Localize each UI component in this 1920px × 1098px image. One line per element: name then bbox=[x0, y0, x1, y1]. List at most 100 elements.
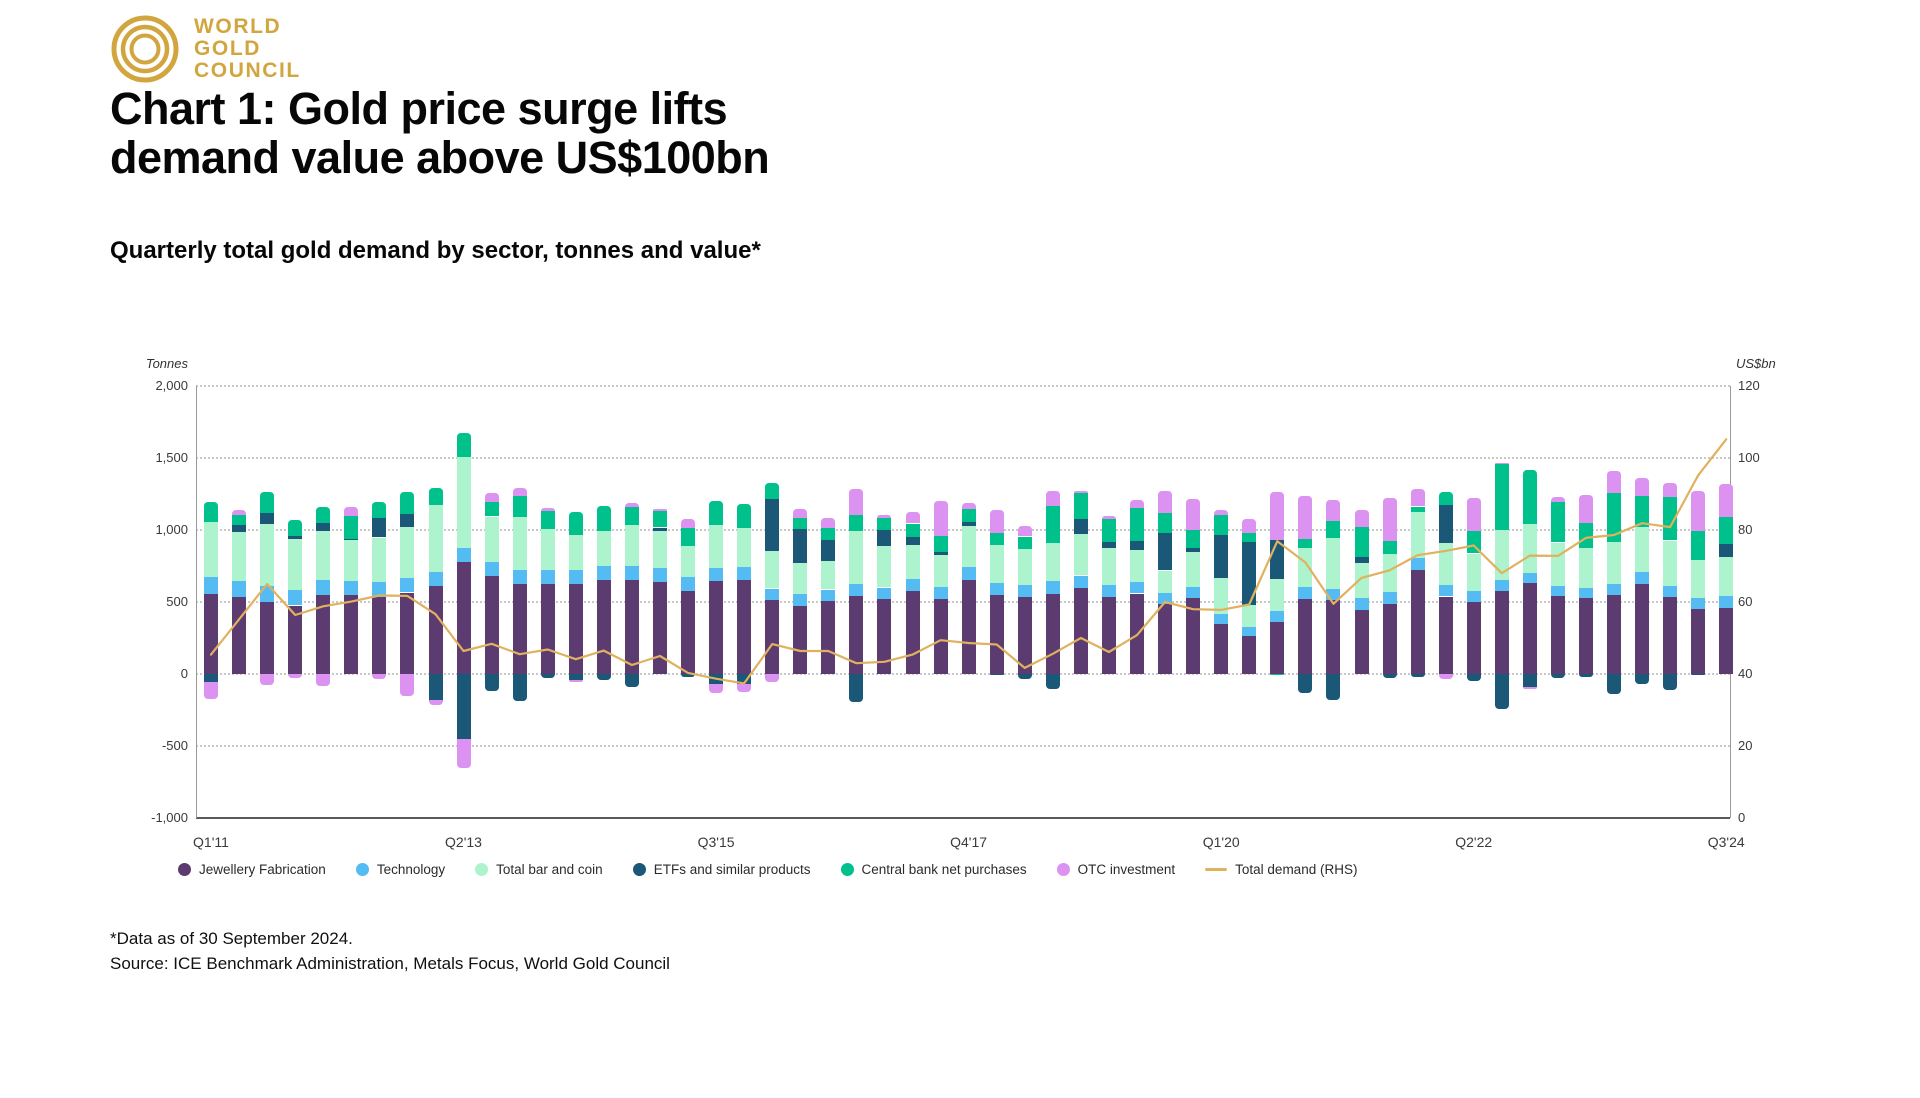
bar-segment bbox=[1101, 515, 1116, 520]
bar-segment bbox=[344, 506, 359, 517]
bar-segment bbox=[989, 594, 1004, 674]
bar-segment bbox=[484, 674, 499, 692]
bar-segment bbox=[1466, 553, 1481, 592]
legend-label: Total demand (RHS) bbox=[1235, 862, 1358, 877]
bar-segment bbox=[288, 674, 303, 679]
bar-segment bbox=[1270, 622, 1285, 674]
right-axis-tick: 20 bbox=[1738, 738, 1753, 753]
bar-segment bbox=[260, 601, 275, 674]
bar-segment bbox=[1719, 607, 1734, 674]
bar-segment bbox=[1691, 597, 1706, 610]
bar-segment bbox=[316, 674, 331, 686]
bar-segment bbox=[1494, 674, 1509, 710]
bar-segment bbox=[204, 674, 218, 683]
bar-segment bbox=[709, 567, 724, 581]
bar-segment bbox=[1130, 593, 1144, 674]
bar-segment bbox=[1550, 497, 1565, 502]
bar-segment bbox=[1607, 471, 1621, 493]
bar-segment bbox=[1017, 549, 1032, 585]
chart-title-line1: Chart 1: Gold price surge lifts bbox=[110, 83, 728, 134]
bar-segment bbox=[344, 581, 359, 596]
bar-segment bbox=[653, 581, 667, 674]
bar-segment bbox=[681, 577, 695, 591]
bar-segment bbox=[1214, 510, 1229, 515]
bar-segment bbox=[372, 674, 387, 679]
bar-segment bbox=[737, 683, 752, 693]
bar-segment bbox=[709, 525, 724, 568]
bar-segment bbox=[961, 526, 976, 568]
bar-segment bbox=[428, 674, 443, 700]
bar-segment bbox=[709, 683, 724, 694]
bar-segment bbox=[540, 583, 555, 674]
bar-segment bbox=[1438, 584, 1453, 597]
bar-segment bbox=[1017, 585, 1032, 597]
bar-segment bbox=[484, 501, 499, 517]
bar-segment bbox=[596, 580, 611, 674]
bar-segment bbox=[1466, 497, 1481, 531]
bar-segment bbox=[1382, 592, 1397, 605]
bar-segment bbox=[1017, 526, 1032, 537]
bar-segment bbox=[456, 562, 471, 674]
bar-segment bbox=[933, 554, 948, 587]
bar-segment bbox=[260, 512, 275, 524]
left-axis-tick: 500 bbox=[166, 594, 188, 609]
bar-segment bbox=[1607, 594, 1621, 674]
gridline bbox=[196, 745, 1730, 747]
bar-segment bbox=[1494, 462, 1509, 464]
bar-segment bbox=[989, 583, 1004, 595]
bar-segment bbox=[344, 539, 359, 541]
bar-segment bbox=[793, 594, 808, 606]
bar-segment bbox=[1410, 506, 1425, 512]
bar-segment bbox=[232, 597, 247, 674]
bar-segment bbox=[568, 570, 583, 584]
bar-segment bbox=[372, 517, 387, 538]
bar-segment bbox=[1578, 547, 1593, 588]
bar-segment bbox=[765, 599, 780, 674]
bar-segment bbox=[1158, 604, 1172, 674]
bar-segment bbox=[400, 491, 415, 515]
bar-segment bbox=[1186, 498, 1201, 530]
bar-segment bbox=[232, 532, 247, 581]
bar-segment bbox=[1186, 586, 1201, 599]
bar-segment bbox=[344, 595, 359, 674]
bar-segment bbox=[428, 699, 443, 706]
bar-segment bbox=[1326, 588, 1341, 601]
bar-segment bbox=[512, 495, 527, 518]
right-axis-tick: 40 bbox=[1738, 666, 1753, 681]
bar-segment bbox=[456, 547, 471, 563]
bar-segment bbox=[1550, 586, 1565, 597]
bar-segment bbox=[1382, 604, 1397, 674]
x-axis-line bbox=[196, 817, 1730, 819]
bar-segment bbox=[1101, 548, 1116, 586]
bar-segment bbox=[1073, 575, 1088, 588]
bar-segment bbox=[1045, 581, 1060, 594]
bar-segment bbox=[400, 674, 415, 696]
bar-segment bbox=[961, 579, 976, 674]
bar-segment bbox=[540, 569, 555, 584]
legend-swatch-icon bbox=[475, 863, 489, 876]
bar-segment bbox=[1410, 489, 1425, 507]
x-axis-tick: Q1'20 bbox=[1202, 834, 1240, 850]
bar-segment bbox=[316, 580, 331, 595]
bar-segment bbox=[877, 530, 892, 546]
bar-segment bbox=[821, 518, 836, 529]
bar-segment bbox=[260, 585, 275, 602]
left-axis-line bbox=[196, 386, 197, 818]
wgc-logo: WORLD GOLD COUNCIL bbox=[108, 12, 301, 86]
footnote-data-asof: *Data as of 30 September 2024. bbox=[110, 929, 353, 948]
legend-swatch-icon bbox=[632, 863, 646, 876]
bar-segment bbox=[288, 520, 303, 537]
bar-segment bbox=[905, 590, 920, 674]
bar-segment bbox=[1158, 570, 1172, 593]
bar-segment bbox=[821, 540, 836, 562]
chart-subtitle: Quarterly total gold demand by sector, t… bbox=[110, 237, 761, 264]
bar-segment bbox=[1130, 581, 1144, 594]
bar-segment bbox=[849, 595, 864, 674]
bar-segment bbox=[1045, 593, 1060, 674]
bar-segment bbox=[428, 487, 443, 506]
left-axis-tick: 0 bbox=[180, 666, 188, 681]
bar-segment bbox=[1382, 554, 1397, 592]
bar-segment bbox=[1691, 530, 1706, 560]
bar-segment bbox=[624, 525, 639, 566]
bar-segment bbox=[1186, 598, 1201, 674]
